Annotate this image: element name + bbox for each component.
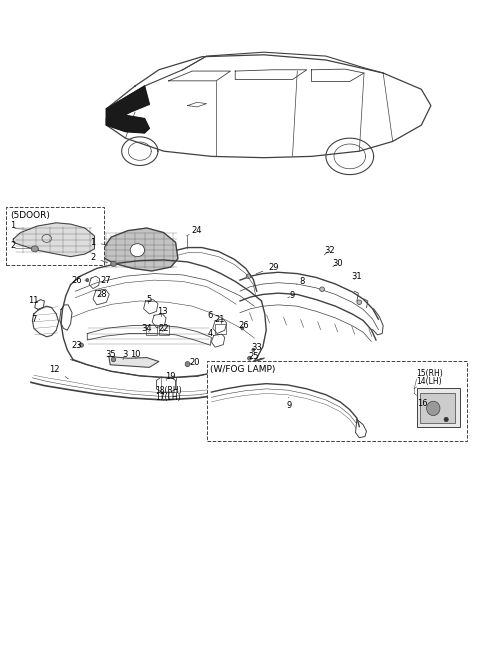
Text: 28: 28 [96,290,107,299]
Text: 27: 27 [97,275,111,284]
Text: 35: 35 [105,350,116,359]
Text: 19: 19 [166,372,176,381]
Text: 9: 9 [288,291,295,300]
Text: 10: 10 [130,350,140,359]
Ellipse shape [80,343,84,347]
Text: 31: 31 [352,271,362,281]
Text: 12: 12 [49,365,68,379]
Text: 29: 29 [256,263,279,274]
Ellipse shape [357,300,362,305]
Bar [6,207,104,265]
Ellipse shape [427,402,440,415]
Text: 23: 23 [72,341,82,350]
Text: 1: 1 [10,221,15,230]
Polygon shape [107,86,149,125]
Ellipse shape [241,327,244,330]
Text: (W/FOG LAMP): (W/FOG LAMP) [210,365,276,374]
Ellipse shape [320,287,324,292]
Text: (5DOOR): (5DOOR) [10,211,50,220]
Polygon shape [13,223,95,256]
Text: 4: 4 [208,329,218,338]
Text: 14(LH): 14(LH) [417,377,442,387]
Text: 22: 22 [158,324,169,334]
Text: 1: 1 [90,238,108,247]
FancyBboxPatch shape [420,394,455,423]
Ellipse shape [130,244,144,256]
Text: 7: 7 [31,315,39,324]
Polygon shape [109,356,159,368]
Text: 32: 32 [324,246,335,255]
Text: 2: 2 [90,253,108,263]
Bar [215,324,226,334]
Text: 6: 6 [208,311,218,320]
Bar [159,325,169,335]
Text: 33: 33 [252,343,262,353]
Text: 8: 8 [296,277,305,286]
Polygon shape [107,115,149,133]
FancyBboxPatch shape [417,388,459,427]
Text: 26: 26 [239,321,249,330]
Text: 2: 2 [10,241,15,250]
Bar [145,325,157,335]
Text: 26: 26 [72,275,87,284]
Text: 18(RH): 18(RH) [155,387,182,396]
Text: 20: 20 [190,358,200,368]
Text: 21: 21 [215,315,225,324]
Text: 25: 25 [248,352,259,361]
Polygon shape [102,228,178,271]
Bar [206,361,467,441]
Text: 3: 3 [122,350,127,360]
Text: 15(RH): 15(RH) [417,369,444,378]
Ellipse shape [86,279,89,282]
Text: 17(LH): 17(LH) [156,393,181,402]
Text: 16: 16 [417,400,428,409]
Text: 24: 24 [187,226,202,236]
Ellipse shape [248,356,252,360]
Ellipse shape [111,357,116,362]
Ellipse shape [185,362,190,367]
Ellipse shape [444,417,448,422]
Text: 9: 9 [286,398,291,409]
Text: 5: 5 [147,295,152,304]
Text: 13: 13 [157,307,168,317]
Text: 34: 34 [142,324,152,334]
Ellipse shape [31,246,38,252]
Text: 30: 30 [333,259,343,267]
Ellipse shape [252,348,255,351]
Ellipse shape [111,261,116,266]
Ellipse shape [246,274,251,279]
Text: 11: 11 [29,296,39,305]
